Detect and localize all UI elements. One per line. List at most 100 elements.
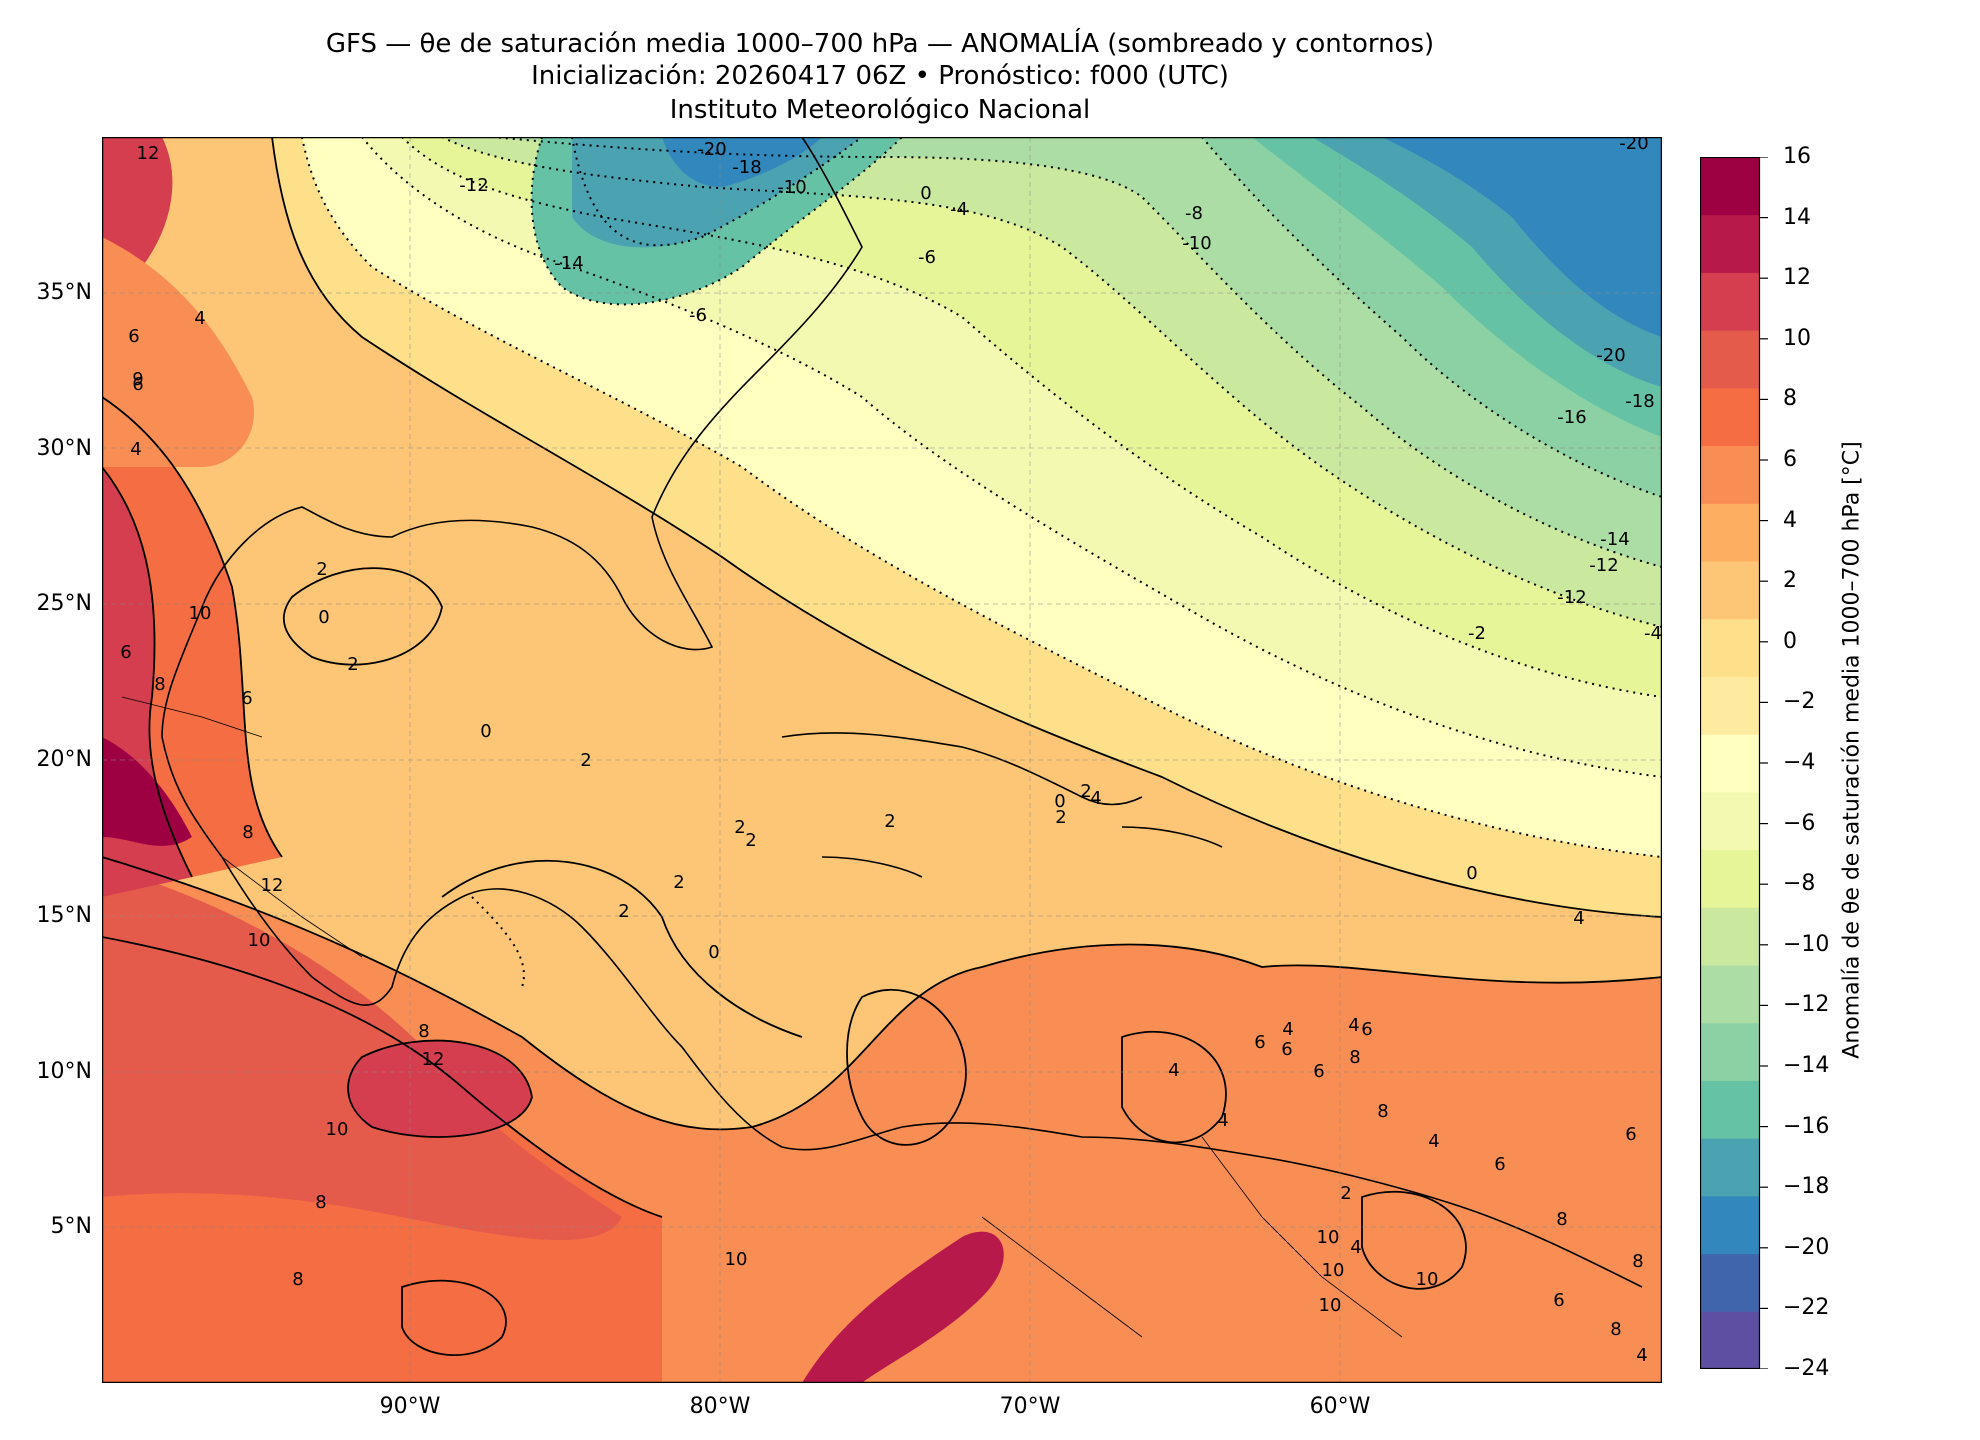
- colorbar-tick-label: 10: [1783, 325, 1811, 351]
- contour-label: -16: [1557, 407, 1586, 428]
- contour-label: 2: [618, 901, 629, 922]
- shade-west-warm: [102, 237, 254, 467]
- contour-label: 10: [248, 930, 271, 951]
- contour-label: -14: [1600, 529, 1629, 550]
- contour-label: 2: [1080, 781, 1091, 802]
- lon-tick-60w: 60°W: [1309, 1394, 1371, 1419]
- contour-label: -6: [918, 247, 936, 268]
- contour-label: -18: [732, 157, 761, 178]
- lat-tick-20n: 20°N: [36, 747, 92, 772]
- colorbar-swatch: [1700, 1138, 1760, 1197]
- contour-label: 8: [242, 822, 253, 843]
- title-line3: Instituto Meteorológico Nacional: [669, 95, 1091, 125]
- contour-label: 2: [347, 654, 358, 675]
- contour-label: 2: [580, 750, 591, 771]
- contour-label: 2: [316, 559, 327, 580]
- colorbar-swatch: [1700, 907, 1760, 966]
- colorbar-swatch: [1700, 1080, 1760, 1139]
- contour-label: 6: [1553, 1290, 1564, 1311]
- colorbar-tick-label: −6: [1783, 810, 1816, 836]
- contour-label: 10: [326, 1119, 349, 1140]
- contour-label: 10: [1319, 1295, 1342, 1316]
- contour-label: 4: [1282, 1019, 1293, 1040]
- shade-mexico-hot: [102, 737, 192, 846]
- contour-label: -10: [1182, 233, 1211, 254]
- colorbar-swatch: [1700, 1195, 1760, 1255]
- title-line2: Inicialización: 20260417 06Z • Pronóstic…: [531, 61, 1229, 91]
- lon-tick-90w: 90°W: [379, 1394, 441, 1419]
- contour-label: 4: [1573, 908, 1584, 929]
- colorbar-tick-label: 0: [1783, 628, 1797, 654]
- map-panel: -20 -18 -10 -12 -14 -6 0 -4 -6 -8 -10 -20 -20 -18 -16-…: [102, 137, 1662, 1383]
- colorbar-tick-label: 14: [1783, 204, 1811, 230]
- contour-label: 8: [154, 674, 165, 695]
- contour-label: 0: [318, 607, 329, 628]
- contour-label: -10: [777, 177, 806, 198]
- colorbar-swatch: [1700, 965, 1760, 1024]
- contour-label: 6: [1625, 1124, 1636, 1145]
- contour-labels: -20-18-10-12-14-60-4-6-8-10-20-20-18-16-…: [120, 137, 1662, 1366]
- contour-label: 0: [1466, 863, 1477, 884]
- contour-label: 2: [745, 830, 756, 851]
- coastlines: [161, 137, 1643, 1288]
- contour-label: 2: [1055, 807, 1066, 828]
- colorbar-tick-label: −16: [1783, 1113, 1830, 1139]
- contour-label: 6: [1494, 1154, 1505, 1175]
- contour-label: 10: [1317, 1227, 1340, 1248]
- colorbar-tick-label: −4: [1783, 750, 1816, 775]
- contour-label: 4: [1090, 788, 1101, 809]
- contour-label: 6: [120, 642, 131, 663]
- borders: [121, 696, 1403, 1338]
- colorbar-tick-label: 12: [1783, 265, 1811, 291]
- shade-pacific-core: [348, 1040, 532, 1137]
- lat-tick-5n: 5°N: [50, 1214, 92, 1239]
- contour-label: -4: [1644, 623, 1662, 644]
- contour-label: -20: [1596, 345, 1625, 366]
- contour-label: 6: [1361, 1019, 1372, 1040]
- colorbar-tick-label: −2: [1783, 689, 1816, 715]
- contour-label: 6: [241, 688, 252, 709]
- contour-label: 6: [1281, 1039, 1292, 1060]
- contour-label: 2: [734, 817, 745, 838]
- colorbar-swatch: [1700, 214, 1760, 273]
- contour-label: 4: [1350, 1237, 1361, 1258]
- colorbar-swatch: [1700, 618, 1760, 677]
- contour-label: -6: [689, 305, 707, 326]
- contour-label: 6: [132, 374, 143, 395]
- colorbar-tick-label: −22: [1783, 1295, 1830, 1321]
- contour-label: 8: [315, 1192, 326, 1213]
- colorbar-tick-label: −14: [1783, 1053, 1830, 1078]
- colorbar-tick-label: 16: [1783, 144, 1811, 169]
- colorbar-swatch: [1700, 330, 1760, 389]
- contour-label: 8: [1610, 1319, 1621, 1340]
- contour-label: 4: [1168, 1060, 1179, 1081]
- colorbar-label: Anomalía de θe de saturación media 1000–…: [1839, 441, 1865, 1059]
- lat-tick-30n: 30°N: [36, 436, 92, 461]
- contour-label: -2: [1468, 623, 1486, 644]
- colorbar-swatch: [1700, 445, 1760, 504]
- colorbar-swatch: [1700, 734, 1760, 793]
- contour-label: 10: [1322, 1260, 1345, 1281]
- solid-contours: [102, 137, 1662, 1357]
- contour-label: 12: [261, 875, 284, 896]
- colorbar-swatch: [1700, 1311, 1760, 1369]
- colorbar-swatch: [1700, 272, 1760, 331]
- colorbar-swatch: [1700, 1022, 1760, 1081]
- contour-label: 4: [1348, 1015, 1359, 1036]
- colorbar-tick-label: −12: [1783, 992, 1830, 1018]
- contour-label: -8: [1185, 203, 1203, 224]
- contour-label: 4: [1636, 1345, 1647, 1366]
- contour-label: 8: [292, 1269, 303, 1290]
- map-border: [102, 137, 1662, 1383]
- shade-sa-hot: [802, 1231, 1004, 1383]
- lon-tick-70w: 70°W: [999, 1394, 1061, 1419]
- contour-label: 6: [1313, 1061, 1324, 1082]
- contour-label: 10: [189, 603, 212, 624]
- contour-label: 12: [422, 1049, 445, 1070]
- colorbar-tick-label: −18: [1783, 1174, 1830, 1200]
- contour-label: 8: [1632, 1251, 1643, 1272]
- contour-label: 2: [673, 872, 684, 893]
- contour-label: -14: [554, 253, 583, 274]
- contour-label: -12: [1589, 555, 1618, 576]
- colorbar: [1700, 157, 1768, 1369]
